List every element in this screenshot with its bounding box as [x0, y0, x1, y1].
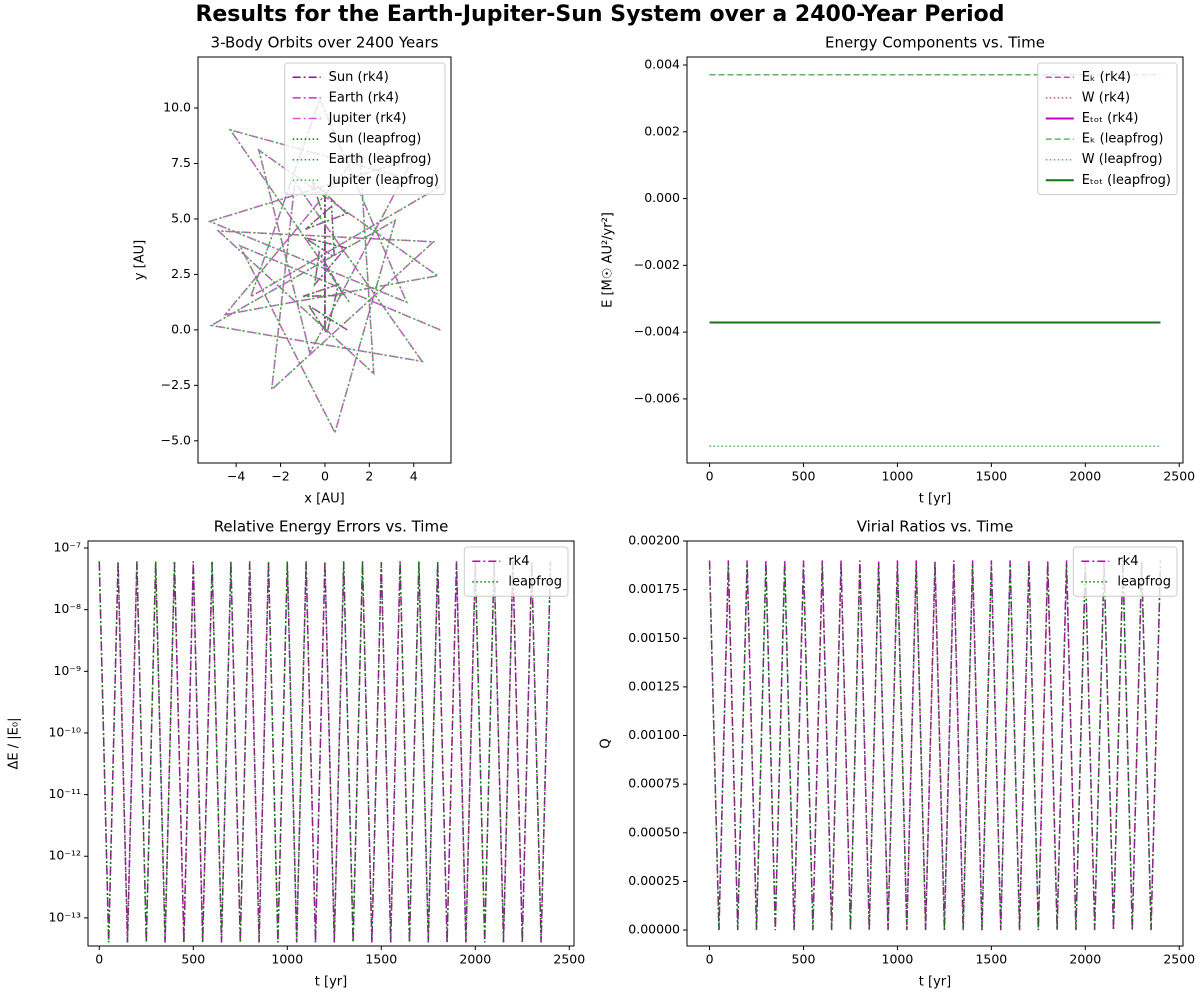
y-tick-label: 0.00200	[628, 533, 680, 548]
plot-title: Virial Ratios vs. Time	[857, 518, 1014, 536]
plot-title: Relative Energy Errors vs. Time	[214, 518, 449, 536]
y-tick-label: 0.00075	[628, 776, 680, 791]
series-line	[98, 562, 552, 943]
y-axis-label: y [AU]	[133, 240, 148, 280]
x-tick-label: 500	[181, 952, 205, 967]
y-tick-label: 10⁻¹¹	[48, 786, 81, 801]
x-tick-label: 1500	[975, 469, 1007, 484]
y-tick-label: 0.00175	[628, 581, 680, 596]
x-tick-label: 2000	[1069, 952, 1101, 967]
legend-label: rk4	[1117, 554, 1138, 569]
x-axis-label: t [yr]	[919, 975, 951, 990]
y-tick-label: 10⁻¹³	[48, 909, 81, 924]
legend-label: Eₖ (leapfrog)	[1082, 132, 1164, 147]
x-tick-label: 1000	[271, 952, 303, 967]
x-tick-label: 2500	[553, 952, 585, 967]
y-tick-label: 10⁻⁸	[53, 601, 81, 616]
legend-box	[284, 62, 446, 196]
y-tick-label: 10⁻¹²	[48, 848, 81, 863]
series-line	[207, 97, 442, 435]
legend-label: Earth (rk4)	[329, 90, 399, 105]
plot-frame	[686, 56, 1184, 464]
y-tick-label: −0.006	[634, 390, 680, 405]
legend-label: Eₖ (rk4)	[1082, 70, 1131, 85]
y-tick-label: 5.0	[171, 210, 191, 225]
y-tick-label: −0.002	[634, 257, 680, 272]
legend: Eₖ (rk4) W (rk4) Eₜₒₜ (rk4) Eₖ (leapfrog) W …	[1037, 62, 1178, 196]
y-tick-label: 0.002	[644, 123, 680, 138]
y-tick-label: 10⁻¹⁰	[48, 724, 81, 739]
x-axis-label: x [AU]	[304, 492, 344, 507]
y-tick-label: 0.004	[644, 57, 680, 72]
y-tick-label: 2.5	[171, 266, 191, 281]
legend-label: leapfrog	[508, 574, 562, 589]
legend-label: Jupiter (rk4)	[328, 111, 407, 126]
y-tick-label: 10⁻⁹	[53, 663, 81, 678]
y-tick-label: 10.0	[163, 100, 191, 115]
y-axis-label: Q	[599, 738, 614, 748]
legend-label: Eₜₒₜ (leapfrog)	[1082, 173, 1171, 188]
x-tick-label: 0	[95, 952, 103, 967]
legend-label: Eₜₒₜ (rk4)	[1082, 111, 1139, 126]
x-tick-label: 2000	[459, 952, 491, 967]
plot-title: Energy Components vs. Time	[825, 34, 1045, 52]
series-line	[302, 178, 349, 336]
y-tick-label: 0.000	[644, 190, 680, 205]
y-tick-label: 0.00100	[628, 727, 680, 742]
y-axis-label: E [M☉ AU²/yr²]	[601, 212, 616, 308]
y-tick-label: 0.00000	[628, 922, 680, 937]
legend-box	[1037, 62, 1178, 196]
x-tick-label: 500	[792, 469, 816, 484]
legend-label: rk4	[508, 554, 529, 569]
y-tick-label: 10⁻⁷	[53, 540, 81, 555]
legend: rk4 leapfrog	[1072, 546, 1178, 597]
legend-box	[463, 546, 569, 597]
x-tick-label: 2500	[1163, 469, 1195, 484]
x-axis-label: t [yr]	[919, 492, 951, 507]
x-tick-label: 1000	[882, 952, 914, 967]
legend-label: Sun (rk4)	[329, 70, 389, 85]
figure-title: Results for the Earth-Jupiter-Sun System…	[195, 2, 1004, 27]
y-tick-label: 0.00025	[628, 873, 680, 888]
y-tick-label: 0.00125	[628, 678, 680, 693]
x-tick-label: 2000	[1069, 469, 1101, 484]
x-tick-label: 4	[410, 469, 418, 484]
legend-label: Sun (leapfrog)	[329, 132, 422, 147]
x-tick-label: 2500	[1163, 952, 1195, 967]
x-tick-label: 1500	[975, 952, 1007, 967]
x-tick-label: 500	[792, 952, 816, 967]
x-tick-label: −4	[227, 469, 245, 484]
y-tick-label: −2.5	[161, 377, 191, 392]
y-tick-label: 0.00150	[628, 630, 680, 645]
y-tick-label: 0.0	[171, 321, 191, 336]
x-tick-label: 1000	[882, 469, 914, 484]
legend: rk4 leapfrog	[463, 546, 569, 597]
x-axis-label: t [yr]	[315, 975, 347, 990]
y-tick-label: 7.5	[171, 155, 191, 170]
y-tick-label: −5.0	[161, 432, 191, 447]
y-tick-label: 0.00050	[628, 824, 680, 839]
legend-label: W (leapfrog)	[1082, 152, 1163, 167]
x-tick-label: 0	[706, 952, 714, 967]
plot-title: 3-Body Orbits over 2400 Years	[211, 34, 439, 52]
plot-frame	[87, 540, 575, 947]
x-tick-label: 1500	[365, 952, 397, 967]
x-tick-label: 0	[321, 469, 329, 484]
x-tick-label: 2	[365, 469, 373, 484]
y-axis-label: ΔE / |E₀|	[7, 718, 22, 770]
plot-frame	[686, 540, 1184, 947]
x-tick-label: −2	[271, 469, 289, 484]
legend-label: Jupiter (leapfrog)	[328, 173, 439, 188]
legend-box	[1072, 546, 1178, 597]
y-tick-label: −0.004	[634, 324, 680, 339]
legend-label: leapfrog	[1117, 574, 1171, 589]
legend-label: Earth (leapfrog)	[329, 152, 432, 167]
legend-label: W (rk4)	[1082, 90, 1130, 105]
legend: Sun (rk4) Earth (rk4) Jupiter (rk4) Sun (le…	[284, 62, 446, 196]
x-tick-label: 0	[706, 469, 714, 484]
